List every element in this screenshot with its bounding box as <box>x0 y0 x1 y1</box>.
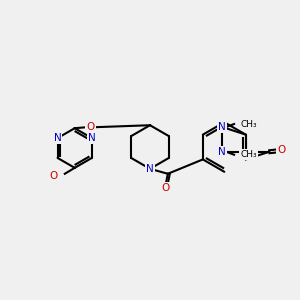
Text: N: N <box>218 147 226 157</box>
Text: O: O <box>50 171 58 181</box>
Text: N: N <box>88 133 96 143</box>
Text: O: O <box>86 122 95 132</box>
Text: CH₃: CH₃ <box>240 119 257 128</box>
Text: O: O <box>277 146 285 155</box>
Text: N: N <box>146 164 154 174</box>
Text: O: O <box>162 183 170 193</box>
Text: N: N <box>54 133 61 143</box>
Text: CH₃: CH₃ <box>240 150 257 159</box>
Text: N: N <box>218 122 226 132</box>
